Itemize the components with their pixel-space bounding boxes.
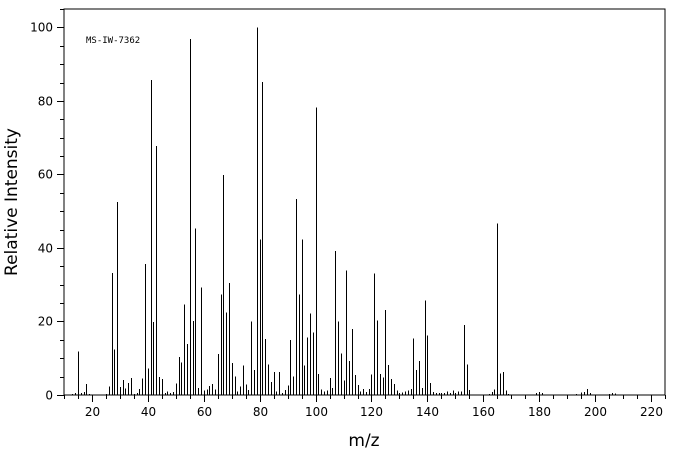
spectrum-id-annotation: MS-IW-7362 (86, 36, 140, 46)
y-axis-title: Relative Intensity (2, 128, 22, 276)
x-tick-label: 140 (416, 405, 439, 419)
y-tick-label: 80 (38, 95, 53, 109)
x-tick-label: 160 (472, 405, 495, 419)
x-tick-label: 20 (85, 405, 100, 419)
x-tick-label: 180 (528, 405, 551, 419)
y-tick-label: 60 (38, 168, 53, 182)
x-tick-label: 40 (141, 405, 156, 419)
x-axis-ticks: 20 40 60 80 100 120 140 160 180 200 220 (64, 395, 666, 419)
spectrum-peaks (72, 27, 652, 395)
x-tick-label: 80 (253, 405, 268, 419)
x-tick-label: 220 (640, 405, 663, 419)
x-tick-label: 60 (197, 405, 212, 419)
y-tick-label: 40 (38, 242, 53, 256)
x-tick-label: 120 (360, 405, 383, 419)
plot-frame (63, 8, 666, 396)
x-tick-label: 200 (584, 405, 607, 419)
y-tick-label: 20 (38, 315, 53, 329)
y-tick-label: 0 (45, 389, 53, 403)
y-tick-label: 100 (30, 21, 53, 35)
y-axis-ticks: 0 20 40 60 80 100 (30, 9, 64, 403)
x-axis-title: m/z (348, 431, 379, 451)
x-tick-label: 100 (305, 405, 328, 419)
